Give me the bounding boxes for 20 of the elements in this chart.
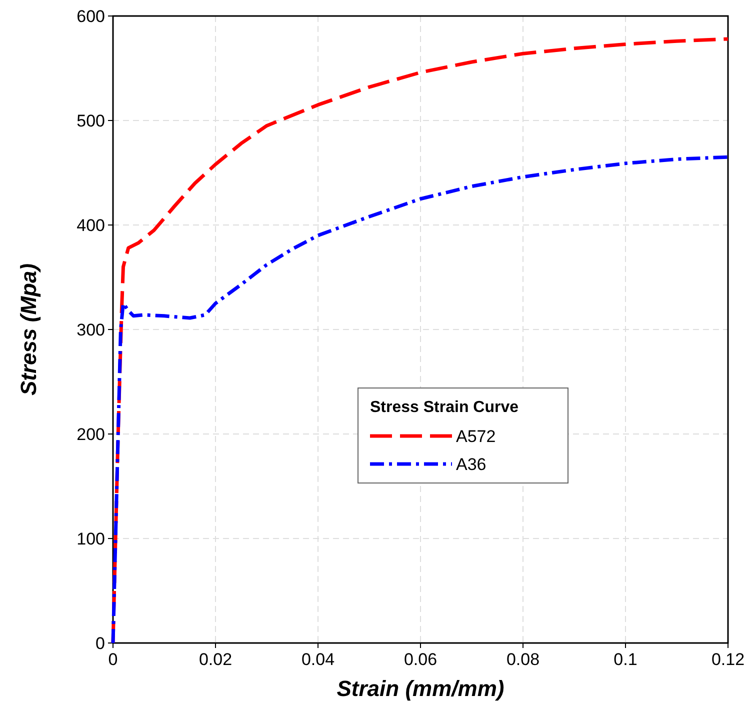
line-series [111, 155, 730, 645]
y-tick-label: 500 [76, 111, 105, 130]
x-tick-label: 0.08 [506, 650, 540, 669]
y-tick-label: 400 [76, 216, 105, 235]
x-tick-label: 0.06 [404, 650, 438, 669]
x-axis-title: Strain (mm/mm) [336, 676, 504, 701]
y-tick-label: 0 [96, 634, 105, 653]
y-tick-label: 100 [76, 529, 105, 548]
y-axis-title: Stress (Mpa) [16, 263, 41, 396]
x-tick-label: 0.02 [198, 650, 232, 669]
legend-title: Stress Strain Curve [370, 399, 519, 416]
x-tick-label: 0.1 [614, 650, 638, 669]
x-tick-label: 0.12 [711, 650, 745, 669]
legend-label: A572 [456, 426, 496, 446]
y-tick-label: 200 [76, 424, 105, 444]
y-tick-label: 600 [76, 6, 105, 26]
x-tick-label: 0.04 [301, 650, 335, 669]
legend-label: A36 [456, 454, 486, 474]
x-tick-label: 0 [108, 650, 118, 669]
y-tick-label: 300 [76, 320, 105, 340]
